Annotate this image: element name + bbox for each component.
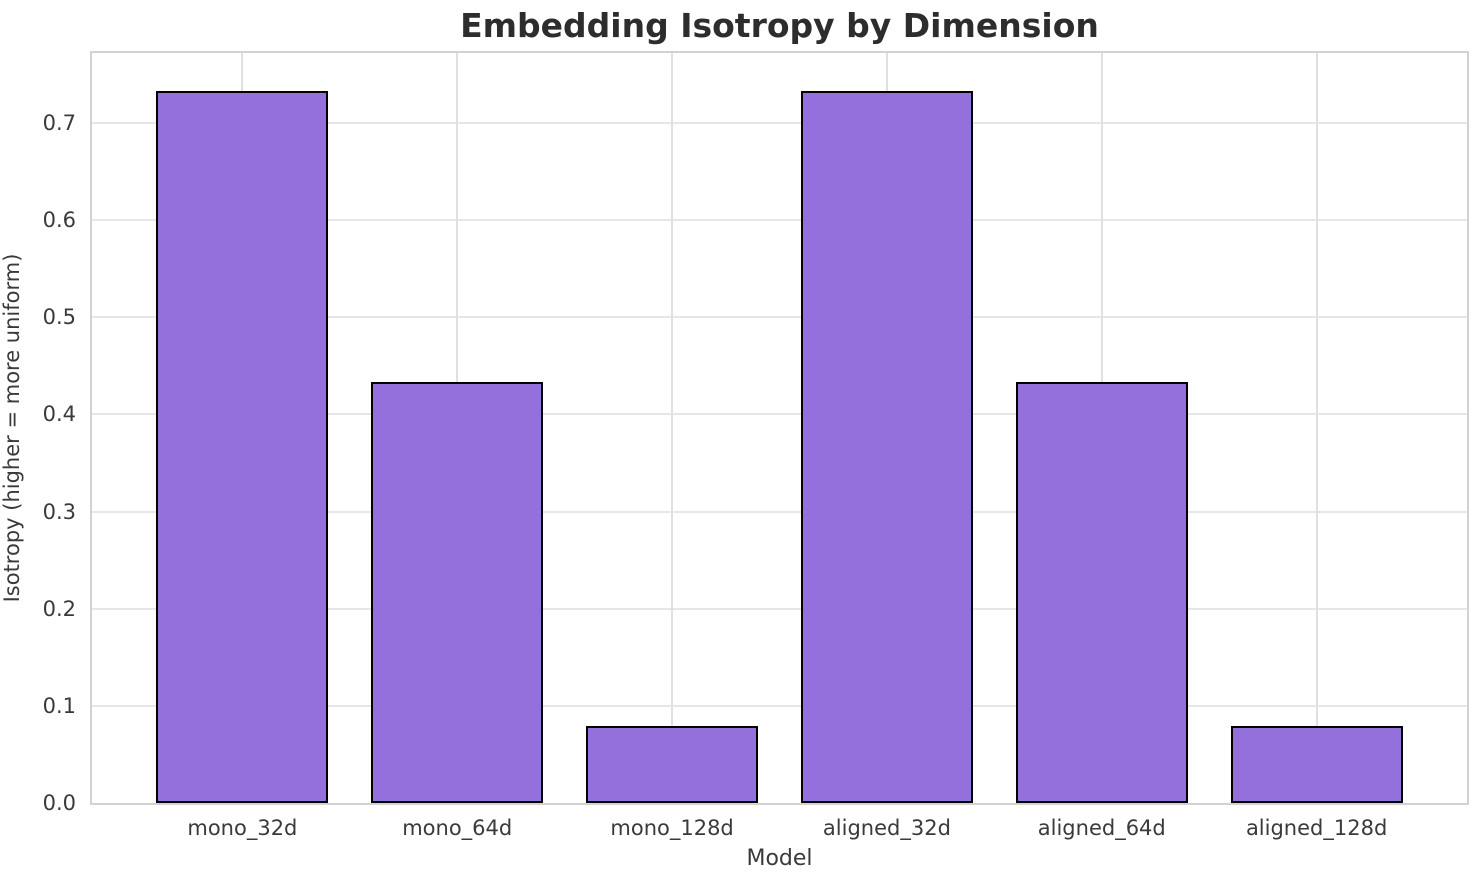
x-gridline-aligned_128d xyxy=(1315,53,1318,803)
x-tick-label-mono_64d: mono_64d xyxy=(402,816,513,840)
y-tick-label-0.2: 0.2 xyxy=(42,596,76,621)
y-tick-label-0.0: 0.0 xyxy=(42,791,76,815)
bar-aligned_32d xyxy=(800,90,973,803)
y-tick-label-0.5: 0.5 xyxy=(42,305,76,330)
bar-mono_64d xyxy=(371,382,544,803)
x-tick-label-aligned_32d: aligned_32d xyxy=(822,816,951,840)
x-tick-label-mono_32d: mono_32d xyxy=(187,816,298,840)
y-tick-label-0.4: 0.4 xyxy=(42,402,76,427)
y-gridline-0.5 xyxy=(92,316,1467,319)
y-tick-label-0.6: 0.6 xyxy=(42,208,76,233)
y-gridline-0.3 xyxy=(92,510,1467,513)
x-tick-label-mono_128d: mono_128d xyxy=(610,816,734,840)
y-gridline-0.4 xyxy=(92,413,1467,416)
x-tick-label-aligned_128d: aligned_128d xyxy=(1245,816,1388,840)
bar-aligned_64d xyxy=(1015,382,1188,803)
y-gridline-0.7 xyxy=(92,121,1467,124)
bar-aligned_128d xyxy=(1230,726,1403,803)
chart-title: Embedding Isotropy by Dimension xyxy=(460,6,1099,45)
x-axis-label: Model xyxy=(746,846,813,871)
x-gridline-mono_128d xyxy=(671,53,674,803)
y-gridline-0.2 xyxy=(92,607,1467,610)
bar-mono_32d xyxy=(156,90,329,803)
y-gridline-0.6 xyxy=(92,219,1467,222)
y-tick-label-0.3: 0.3 xyxy=(42,499,76,524)
y-tick-label-0.1: 0.1 xyxy=(42,693,76,718)
y-gridline-0.1 xyxy=(92,704,1467,707)
y-tick-label-0.7: 0.7 xyxy=(42,110,76,135)
x-tick-label-aligned_64d: aligned_64d xyxy=(1037,816,1166,840)
plot-area xyxy=(90,51,1469,805)
bar-mono_128d xyxy=(586,726,759,803)
